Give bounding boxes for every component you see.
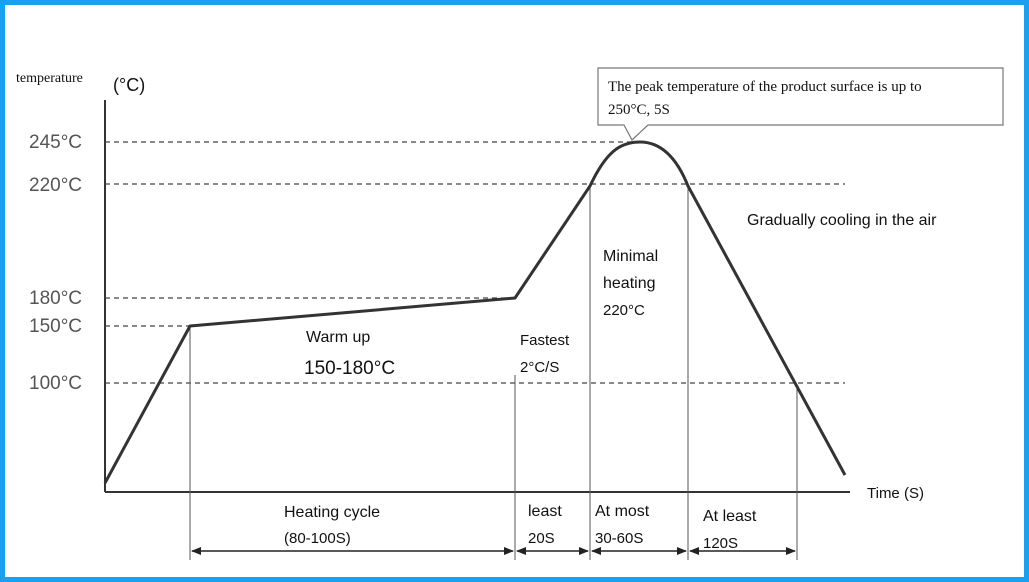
annotation-cooling: Gradually cooling in the air [747,212,937,229]
callout-box [597,67,1004,141]
y-axis-unit: (°C) [113,75,145,95]
annotation-fastest-line2: 2°C/S [520,359,559,376]
callout-text-line2: 250°C, 5S [608,102,670,118]
tick-label-100: 100°C [29,373,82,394]
y-axis-label: temperature [16,71,83,86]
interval-heating-cycle: Heating cycle [284,504,380,521]
tick-label-180: 180°C [29,288,82,309]
annotation-minimal-line1: Minimal [603,248,658,265]
interval-at-least: At least [703,508,757,525]
callout-text-line1: The peak temperature of the product surf… [608,79,922,95]
tick-label-220: 220°C [29,175,82,196]
annotation-fastest-line1: Fastest [520,332,570,349]
temperature-profile-curve [103,140,847,484]
annotation-minimal-line3: 220°C [603,302,645,319]
x-axis-label: Time (S) [867,485,924,502]
annotation-warmup-range: 150-180°C [304,358,395,379]
interval-least-time: 20S [528,530,555,547]
interval-at-most-time: 30-60S [595,530,643,547]
interval-at-least-time: 120S [703,535,738,552]
interval-at-most: At most [595,503,650,520]
interval-heating-cycle-time: (80-100S) [284,530,351,547]
interval-least: least [528,503,562,520]
tick-label-245: 245°C [29,132,82,153]
annotation-warmup: Warm up [306,329,370,346]
tick-label-150: 150°C [29,316,82,337]
annotation-minimal-line2: heating [603,275,656,292]
